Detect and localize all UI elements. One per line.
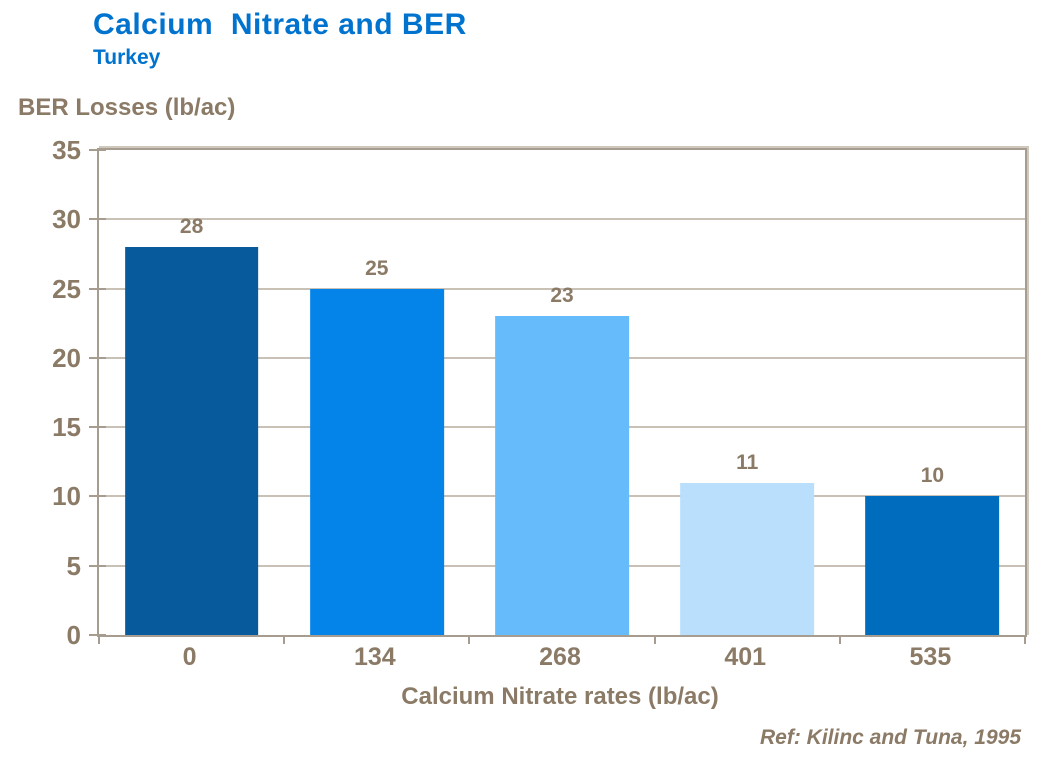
x-axis-tick — [283, 635, 286, 644]
y-axis-title: BER Losses (lb/ac) — [18, 94, 236, 121]
bar — [124, 247, 259, 635]
x-axis-tick — [98, 635, 100, 644]
y-axis-tick-label: 30 — [52, 204, 81, 235]
chart-subtitle: Turkey — [93, 46, 161, 69]
x-category-label: 0 — [182, 643, 197, 671]
gridline — [99, 218, 1025, 221]
bar-value-label: 23 — [550, 284, 574, 308]
bar-value-label: 10 — [920, 464, 945, 488]
x-axis-labels: 0 134 268 401 535 — [97, 645, 1023, 675]
bar-value-label: 25 — [365, 256, 389, 280]
reference-citation: Ref: Kilinc and Tuna, 1995 — [759, 726, 1021, 749]
y-axis-tick-label: 35 — [52, 135, 81, 165]
x-axis-title: Calcium Nitrate rates (lb/ac) — [401, 683, 719, 710]
y-axis-tick — [89, 287, 106, 290]
gridline — [99, 287, 1025, 290]
x-category-label: 134 — [353, 643, 396, 671]
x-category-label: 535 — [909, 643, 952, 671]
x-category-label: 401 — [724, 643, 767, 671]
y-axis-tick — [89, 149, 106, 151]
y-axis-tick — [89, 495, 106, 498]
y-axis-tick-label: 5 — [66, 550, 81, 581]
bar-value-label: 28 — [179, 215, 204, 238]
x-axis-tick — [1024, 635, 1026, 644]
bar-value-label: 11 — [736, 450, 759, 474]
y-axis-tick — [89, 564, 106, 567]
x-axis-tick — [468, 635, 471, 644]
y-axis-tick-label: 25 — [52, 273, 81, 304]
y-axis-tick-label: 20 — [52, 342, 81, 373]
x-category-label: 268 — [539, 643, 581, 671]
bar — [495, 316, 629, 635]
y-axis-tick-label: 0 — [66, 620, 81, 650]
bar — [865, 496, 1000, 635]
x-axis-tick — [838, 635, 841, 644]
plot-area: 0 5 10 15 20 25 30 35 28 25 23 11 10 — [52, 137, 1027, 648]
y-axis-tick — [89, 356, 106, 359]
bar — [680, 482, 815, 635]
y-axis-tick — [89, 634, 106, 636]
y-axis-tick — [89, 426, 106, 429]
y-axis-tick-label: 10 — [52, 481, 81, 512]
chart-title: Calcium Nitrate and BER — [93, 8, 467, 41]
x-axis-tick — [653, 635, 656, 644]
bar — [309, 288, 444, 635]
y-axis-tick-label: 15 — [52, 412, 81, 443]
y-axis-tick — [89, 218, 106, 221]
